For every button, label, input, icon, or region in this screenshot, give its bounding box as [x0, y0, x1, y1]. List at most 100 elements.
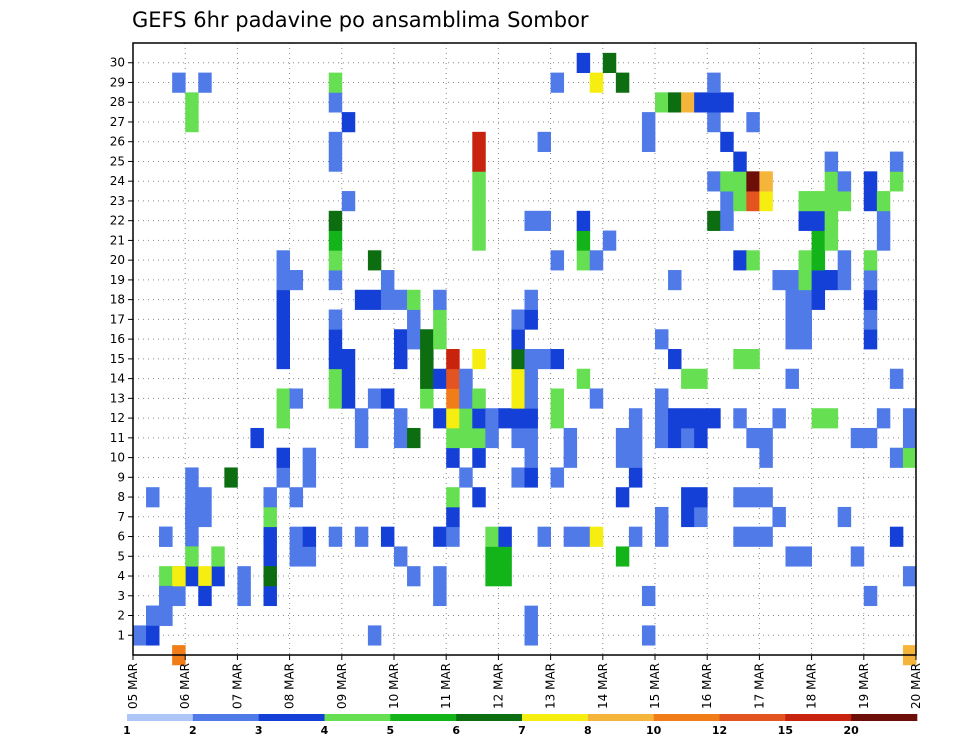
heatmap-cell: [172, 566, 186, 587]
heatmap-cell: [746, 487, 760, 508]
heatmap-cell: [446, 427, 460, 449]
heatmap-cell: [341, 112, 356, 133]
heatmap-cell: [720, 171, 734, 192]
heatmap-cell: [472, 131, 486, 152]
colorbar-swatch: [324, 714, 391, 721]
heatmap-cell: [681, 506, 695, 528]
heatmap-cell: [746, 112, 760, 133]
heatmap-cell: [759, 447, 773, 468]
heatmap-cell: [655, 388, 669, 409]
heatmap-cell: [889, 151, 904, 172]
heatmap-cell: [863, 250, 878, 271]
heatmap-cell: [641, 625, 656, 646]
heatmap-cell: [785, 289, 799, 310]
heatmap-cell: [289, 526, 304, 547]
heatmap-cell: [367, 289, 382, 310]
heatmap-cell: [824, 408, 839, 429]
heatmap-cell: [159, 526, 173, 547]
heatmap-cell: [250, 427, 264, 449]
x-tick-label: 19 MAR: [857, 663, 871, 709]
heatmap-cell: [407, 309, 421, 330]
heatmap-cell: [694, 427, 708, 449]
heatmap-cell: [354, 289, 369, 310]
heatmap-cell: [328, 329, 343, 350]
heatmap-cell: [655, 329, 669, 350]
heatmap-cell: [485, 408, 499, 429]
heatmap-cell: [328, 230, 343, 251]
y-tick-label: 3: [117, 589, 125, 603]
heatmap-cell: [615, 546, 630, 567]
heatmap-cell: [863, 289, 878, 310]
y-tick-label: 17: [110, 312, 125, 326]
y-tick-label: 26: [110, 135, 125, 149]
heatmap-cell: [576, 230, 591, 251]
y-tick-label: 13: [110, 391, 125, 405]
heatmap-cell: [367, 625, 382, 646]
heatmap-cell: [524, 467, 538, 488]
heatmap-cell: [328, 151, 343, 172]
heatmap-cell: [198, 506, 212, 528]
y-tick-label: 30: [110, 56, 125, 70]
heatmap-cell: [407, 566, 421, 587]
heatmap-cell: [615, 72, 630, 93]
heatmap-cell: [394, 289, 408, 310]
x-tick-label: 12 MAR: [491, 663, 505, 709]
y-tick-label: 24: [110, 174, 125, 188]
heatmap-cell: [798, 289, 812, 310]
heatmap-cell: [146, 487, 160, 508]
heatmap-cell: [863, 427, 878, 449]
heatmap-cell: [341, 191, 356, 212]
heatmap-cell: [420, 388, 434, 409]
heatmap-cell: [185, 506, 199, 528]
heatmap-cell: [824, 270, 839, 291]
heatmap-cell: [550, 72, 565, 93]
heatmap-cell: [524, 368, 538, 389]
heatmap-cell: [694, 368, 708, 389]
heatmap-cell: [759, 191, 773, 212]
heatmap-cell: [550, 467, 565, 488]
heatmap-cell: [511, 388, 525, 409]
heatmap-cell: [785, 546, 799, 567]
heatmap-cell: [511, 309, 525, 330]
heatmap-cell: [733, 171, 747, 192]
heatmap-cell: [263, 546, 277, 567]
heatmap-cell: [446, 447, 460, 468]
colorbar-swatch: [587, 714, 654, 721]
heatmap-cell: [276, 447, 290, 468]
heatmap-cell: [615, 487, 630, 508]
heatmap-cell: [185, 546, 199, 567]
heatmap-cell: [446, 408, 460, 429]
heatmap-cell: [433, 408, 447, 429]
colorbar-label: 8: [584, 724, 592, 737]
heatmap-cell: [694, 408, 708, 429]
heatmap-cell: [863, 309, 878, 330]
y-axis: 1234567891011121314151617181920212223242…: [110, 56, 133, 642]
heatmap-cell: [328, 250, 343, 271]
heatmap-cell: [746, 526, 760, 547]
heatmap-cell: [863, 171, 878, 192]
heatmap-cell: [341, 349, 356, 370]
heatmap-cell: [328, 368, 343, 389]
heatmap-cell: [328, 131, 343, 152]
heatmap-cell: [615, 427, 630, 449]
heatmap-cell: [863, 329, 878, 350]
x-tick-label: 11 MAR: [439, 663, 453, 709]
y-tick-label: 29: [110, 75, 125, 89]
heatmap-cell: [459, 388, 473, 409]
heatmap-cell: [785, 368, 799, 389]
heatmap-cell: [759, 427, 773, 449]
heatmap-cell: [850, 546, 865, 567]
heatmap-cell: [576, 250, 591, 271]
heatmap-cell: [811, 289, 826, 310]
heatmap-cell: [563, 427, 578, 449]
heatmap-cell: [485, 427, 499, 449]
heatmap-cell: [185, 92, 199, 113]
y-tick-label: 6: [117, 530, 125, 544]
heatmap-cell: [237, 585, 251, 607]
heatmap-cell: [628, 526, 643, 547]
heatmap-cell: [694, 506, 708, 528]
heatmap-cell: [628, 408, 643, 429]
heatmap-cell: [537, 210, 551, 231]
heatmap-cell: [655, 506, 669, 528]
colorbar-swatch: [390, 714, 457, 721]
